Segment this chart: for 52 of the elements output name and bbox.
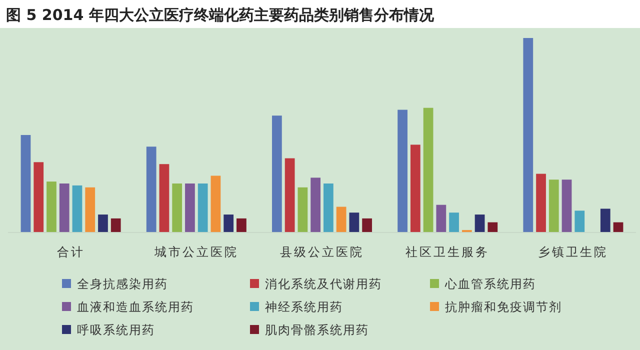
bar	[449, 212, 459, 232]
bar	[146, 146, 156, 232]
x-tick-label: 乡镇卫生院	[538, 245, 608, 259]
bar	[224, 214, 234, 232]
legend-label: 消化系统及代谢用药	[265, 277, 382, 291]
bar	[298, 187, 308, 232]
legend-label: 肌肉骨骼系统用药	[265, 323, 369, 337]
bar	[310, 178, 320, 232]
bar	[362, 218, 372, 232]
bar	[85, 187, 96, 232]
x-tick-label: 社区卫生服务	[406, 245, 490, 259]
legend-label: 神经系统用药	[265, 300, 343, 314]
bar	[562, 180, 572, 232]
bar	[423, 108, 434, 232]
bar	[436, 204, 446, 232]
x-tick-label: 城市公立医院	[153, 245, 238, 259]
legend-label: 心血管系统用药	[444, 277, 536, 291]
bar	[210, 176, 221, 232]
bar	[336, 206, 346, 232]
bar	[600, 208, 610, 232]
legend-label: 抗肿瘤和免疫调节剂	[445, 300, 562, 314]
bar	[613, 222, 624, 232]
bar	[410, 144, 420, 232]
legend-label: 全身抗感染用药	[77, 277, 168, 291]
bar	[536, 174, 546, 232]
bar	[185, 184, 195, 232]
bar	[20, 135, 31, 232]
legend-label: 血液和造血系统用药	[77, 300, 194, 314]
bar	[349, 212, 360, 232]
chart-title: 图 5 2014 年四大公立医疗终端化药主要药品类别销售分布情况	[6, 6, 435, 24]
bar	[523, 38, 534, 232]
bar	[46, 182, 56, 232]
x-tick-label: 县级公立医院	[280, 245, 364, 259]
bar	[98, 214, 108, 232]
bar	[324, 184, 334, 232]
bar	[34, 162, 44, 232]
bar	[172, 184, 182, 232]
bar	[110, 218, 121, 232]
bar	[59, 184, 70, 232]
bar	[72, 185, 82, 232]
legend-label: 呼吸系统用药	[77, 323, 155, 337]
x-tick-label: 合计	[56, 245, 85, 259]
bar	[236, 218, 246, 232]
bar	[159, 164, 170, 232]
bar	[198, 184, 208, 232]
bar	[284, 158, 295, 232]
bar	[474, 214, 485, 232]
bar	[398, 110, 408, 232]
bar	[548, 180, 559, 232]
bar	[272, 116, 282, 232]
bar	[488, 222, 498, 232]
bar	[574, 210, 585, 232]
